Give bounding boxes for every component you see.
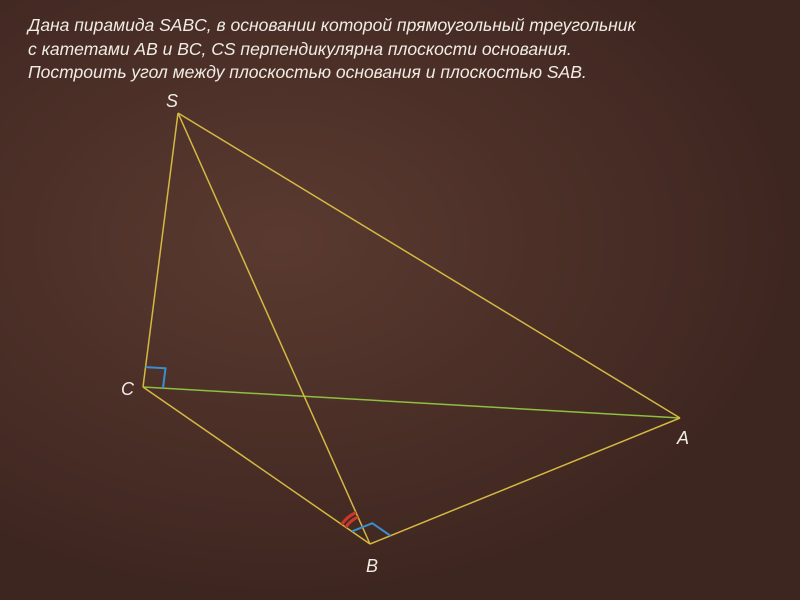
vertex-label-b: B [366, 556, 378, 577]
vertex-label-a: A [677, 428, 689, 449]
pyramid-diagram [0, 0, 800, 600]
vertex-label-s: S [166, 91, 178, 112]
vertex-label-c: C [121, 379, 134, 400]
